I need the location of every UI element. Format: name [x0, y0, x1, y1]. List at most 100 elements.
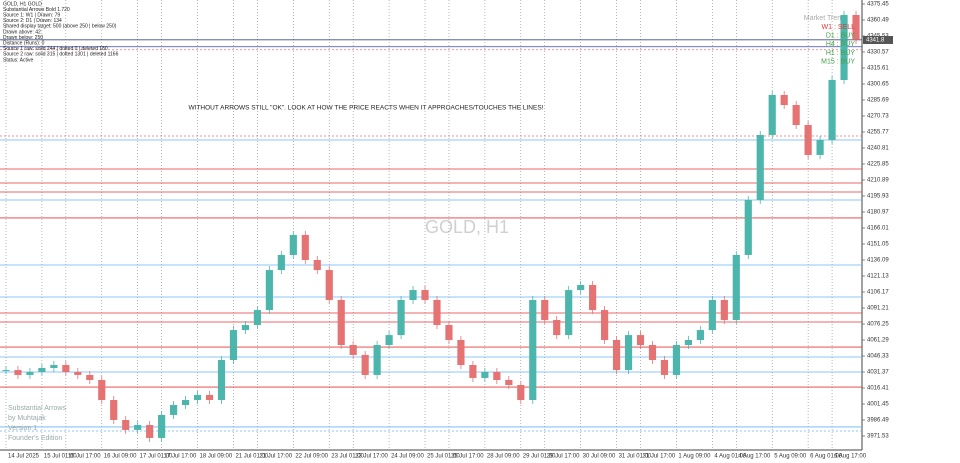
x-tick-label: 6 Aug 01:00	[810, 454, 843, 460]
x-tick-label: 1 Aug 09:00	[678, 454, 711, 460]
y-tick-label: 4270.73	[867, 114, 889, 120]
candle	[134, 425, 142, 430]
y-tick-label: 4121.13	[867, 274, 889, 280]
info-line: Source 1 raw: solid 244 | dotted 0 | del…	[3, 46, 108, 52]
annotation: WITHOUT ARROWS STILL "OK". LOOK AT HOW T…	[189, 105, 544, 112]
candle	[816, 139, 824, 155]
y-tick-label: 4330.57	[867, 50, 889, 56]
candle	[433, 299, 441, 326]
trend-label: H1 : BUY	[826, 50, 856, 57]
candle	[74, 371, 82, 375]
candle	[517, 385, 525, 400]
info-line: Drawn above: 42	[3, 29, 41, 35]
candle	[361, 354, 369, 375]
candle	[421, 290, 429, 300]
x-tick-label: 31 Jul 17:00	[643, 454, 676, 460]
candle	[732, 254, 740, 320]
candle	[86, 374, 94, 380]
branding: Version 1	[8, 425, 37, 432]
candle	[181, 399, 190, 406]
y-tick-label: 4076.25	[867, 322, 889, 328]
candle	[373, 345, 381, 375]
trend-label: D1 : BUY	[826, 33, 856, 40]
candle	[385, 335, 393, 346]
candle	[158, 414, 166, 438]
info-line: Substantial Arrows Bold 1.720	[3, 7, 70, 13]
candle	[62, 365, 70, 372]
x-tick-label: 4 Aug 01:00	[714, 454, 747, 460]
candle	[565, 290, 573, 336]
trend-label: H4 : BUY	[826, 41, 856, 48]
x-tick-label: 24 Jul 09:00	[391, 454, 424, 460]
x-tick-label: 17 Jul 01:00	[140, 454, 173, 460]
candle	[756, 134, 764, 200]
candle	[289, 234, 297, 255]
info-line: Shared display target: 500 (above 250 | …	[3, 24, 117, 30]
candle	[601, 310, 609, 340]
y-tick-label: 3986.49	[867, 418, 889, 424]
info-line: Drawn below: 250	[3, 35, 43, 41]
branding: Substantial Arrows	[8, 405, 66, 412]
x-tick-label: 21 Jul 01:00	[235, 454, 268, 460]
x-tick-label: 18 Jul 09:00	[200, 454, 233, 460]
y-tick-label: 4091.21	[867, 306, 889, 312]
candle	[804, 125, 812, 155]
watermark: GOLD, H1	[425, 217, 509, 237]
x-tick-label: 25 Jul 17:00	[451, 454, 484, 460]
candle	[146, 425, 154, 438]
candle	[744, 199, 752, 255]
candle	[337, 299, 345, 346]
trend-label: W1 : SELL	[822, 24, 856, 31]
info-line: GOLD, H1 GOLD	[3, 1, 42, 7]
x-tick-label: 15 Jul 17:00	[68, 454, 101, 460]
x-tick-label: 31 Jul 01:00	[619, 454, 652, 460]
trend-label: M15 : BUY	[821, 59, 855, 66]
y-tick-label: 4375.45	[867, 2, 889, 8]
candle	[768, 94, 776, 135]
candle	[577, 285, 585, 291]
y-tick-label: 4195.93	[867, 194, 889, 200]
candle	[648, 345, 657, 360]
candle	[493, 371, 501, 380]
branding: Founder's Edition	[8, 435, 62, 442]
candle	[505, 379, 513, 386]
x-tick-label: 4 Aug 17:00	[738, 454, 771, 460]
candle	[529, 299, 537, 400]
candle	[170, 405, 178, 415]
candle	[205, 394, 214, 400]
candle	[301, 234, 309, 260]
candle	[193, 394, 202, 400]
candle	[720, 299, 728, 320]
candle	[660, 359, 669, 375]
candle	[445, 325, 453, 340]
y-tick-label: 4240.81	[867, 146, 889, 152]
candle	[313, 259, 321, 271]
candle	[852, 14, 860, 40]
y-tick-label: 4061.29	[867, 338, 889, 344]
y-tick-label: 4225.85	[867, 162, 889, 168]
candle	[780, 94, 788, 106]
candle	[612, 339, 621, 371]
candle	[828, 79, 836, 140]
candle	[481, 371, 489, 378]
candle	[122, 419, 130, 430]
x-tick-label: 30 Jul 09:00	[583, 454, 616, 460]
y-tick-label: 4315.61	[867, 66, 889, 72]
y-tick-label: 4300.65	[867, 82, 889, 88]
x-tick-label: 17 Jul 17:00	[164, 454, 197, 460]
x-tick-label: 15 Jul 01:00	[44, 454, 77, 460]
current-price-box	[863, 35, 893, 44]
candle	[2, 370, 10, 372]
candle	[38, 368, 46, 372]
y-tick-label: 4180.97	[867, 210, 889, 216]
y-tick-label: 4285.69	[867, 98, 889, 104]
x-tick-label: 29 Jul 01:00	[523, 454, 556, 460]
candle	[397, 299, 405, 336]
candle	[636, 335, 645, 346]
branding: by Muhtajak	[8, 415, 46, 422]
info-line: Source 2 raw: solid 315 | dotted 1301 | …	[3, 52, 119, 58]
candle	[14, 370, 22, 375]
candle	[277, 254, 285, 271]
